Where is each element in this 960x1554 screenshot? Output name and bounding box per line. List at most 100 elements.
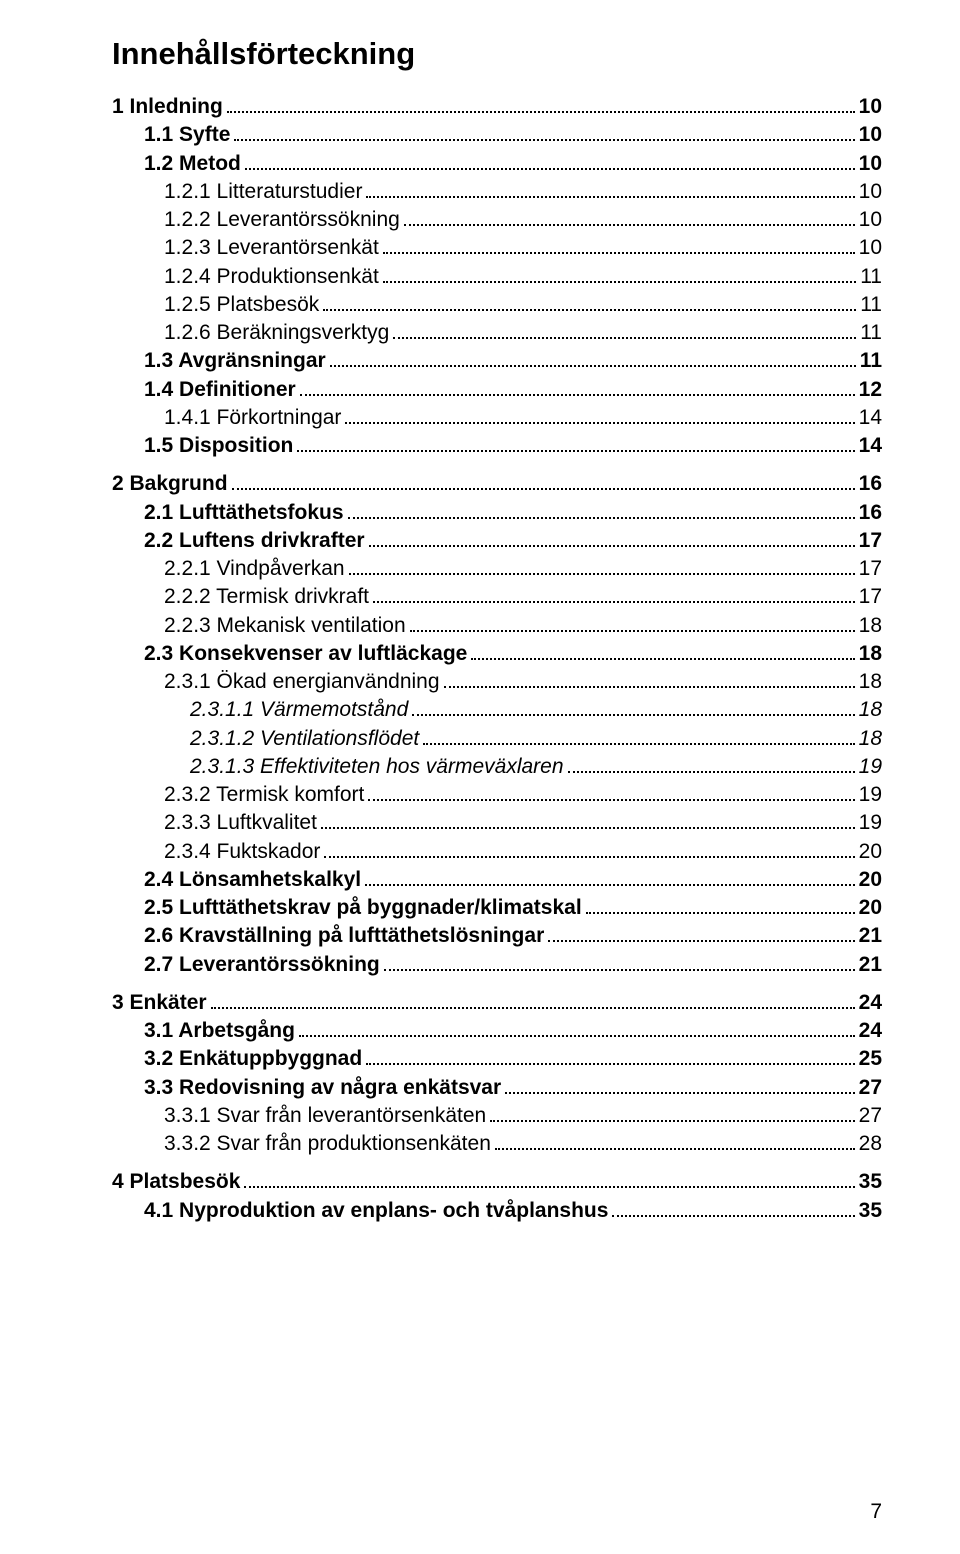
toc-leader-dots — [393, 321, 856, 339]
toc-entry-page: 18 — [859, 613, 882, 639]
toc-entry: 4 Platsbesök 35 — [112, 1169, 882, 1195]
toc-entry: 1.2.3 Leverantörsenkät10 — [112, 235, 882, 261]
toc-entry-page: 17 — [859, 528, 882, 554]
toc-entry-page: 10 — [859, 207, 882, 233]
toc-leader-dots — [366, 1048, 854, 1066]
toc-entry-label: 1.4 Definitioner — [144, 377, 296, 403]
toc-entry: 3.3.1 Svar från leverantörsenkäten 27 — [112, 1103, 882, 1129]
toc-entry-label: 3.3.1 Svar från leverantörsenkäten — [164, 1103, 486, 1129]
toc-leader-dots — [586, 896, 855, 914]
toc-leader-dots — [232, 473, 855, 491]
toc-entry: 3.3.2 Svar från produktionsenkäten 28 — [112, 1131, 882, 1157]
toc-entry-label: 3.3 Redovisning av några enkätsvar — [144, 1075, 501, 1101]
toc-entry-label: 2.7 Leverantörssökning — [144, 952, 380, 978]
toc-entry: 1.2.5 Platsbesök 11 — [112, 292, 882, 318]
toc-entry-page: 17 — [859, 584, 882, 610]
toc-leader-dots — [383, 265, 856, 283]
toc-entry-label: 1.3 Avgränsningar — [144, 348, 326, 374]
toc-entry-page: 11 — [860, 320, 882, 346]
toc-entry-page: 14 — [859, 433, 882, 459]
toc-entry-page: 18 — [859, 669, 882, 695]
toc-leader-dots — [444, 670, 855, 688]
toc-entry: 4.1 Nyproduktion av enplans- och tvåplan… — [112, 1198, 882, 1224]
toc-leader-dots — [345, 406, 854, 424]
toc-leader-dots — [412, 699, 854, 717]
toc-entry-page: 10 — [859, 151, 882, 177]
toc-leader-dots — [245, 152, 855, 170]
toc-entry-page: 10 — [859, 179, 882, 205]
toc-entry-label: 2.2 Luftens drivkrafter — [144, 528, 365, 554]
toc-entry-page: 12 — [859, 377, 882, 403]
toc-leader-dots — [548, 925, 854, 943]
toc-entry: 2.4 Lönsamhetskalkyl20 — [112, 867, 882, 893]
toc-leader-dots — [300, 378, 855, 396]
toc-entry: 2.3.1.2 Ventilationsflödet18 — [112, 726, 882, 752]
toc-entry-label: 1.5 Disposition — [144, 433, 293, 459]
toc-entry: 1.2.1 Litteraturstudier 10 — [112, 179, 882, 205]
toc-entry: 1.2.4 Produktionsenkät11 — [112, 264, 882, 290]
toc-entry-page: 16 — [859, 471, 882, 497]
toc-entry: 2.3.1 Ökad energianvändning 18 — [112, 669, 882, 695]
toc-leader-dots — [365, 868, 855, 886]
toc-entry: 1.4.1 Förkortningar14 — [112, 405, 882, 431]
toc-leader-dots — [297, 434, 854, 452]
toc-leader-dots — [211, 991, 855, 1009]
toc-entry: 3.3 Redovisning av några enkätsvar27 — [112, 1075, 882, 1101]
toc-entry-label: 2.2.3 Mekanisk ventilation — [164, 613, 406, 639]
toc-leader-dots — [612, 1199, 854, 1217]
toc-entry-page: 10 — [859, 235, 882, 261]
toc-leader-dots — [366, 180, 854, 198]
toc-entry-page: 35 — [859, 1169, 882, 1195]
toc-leader-dots — [330, 350, 856, 368]
toc-entry-label: 2.3.2 Termisk komfort — [164, 782, 364, 808]
toc-entry-page: 18 — [859, 726, 882, 752]
page-number: 7 — [870, 1500, 882, 1524]
toc-entry-label: 3.1 Arbetsgång — [144, 1018, 295, 1044]
toc-entry-page: 20 — [859, 839, 882, 865]
toc-entry-label: 2.6 Kravställning på lufttäthetslösninga… — [144, 923, 544, 949]
toc-leader-dots — [348, 501, 855, 519]
toc-entry-label: 2.3.4 Fuktskador — [164, 839, 320, 865]
toc-leader-dots — [369, 529, 855, 547]
toc-entry: 2.3 Konsekvenser av luftläckage18 — [112, 641, 882, 667]
toc-entry-label: 1 Inledning — [112, 94, 223, 120]
toc-entry-label: 2.2.1 Vindpåverkan — [164, 556, 345, 582]
toc-entry: 1.4 Definitioner 12 — [112, 377, 882, 403]
toc-entry-label: 4 Platsbesök — [112, 1169, 240, 1195]
toc-entry-page: 19 — [859, 782, 882, 808]
toc-leader-dots — [323, 293, 856, 311]
toc-entry-page: 10 — [859, 122, 882, 148]
toc-entry-label: 2 Bakgrund — [112, 471, 228, 497]
toc-entry: 2.2.2 Termisk drivkraft17 — [112, 584, 882, 610]
toc-entry-label: 2.1 Lufttäthetsfokus — [144, 500, 344, 526]
toc-entry-label: 1.2.1 Litteraturstudier — [164, 179, 362, 205]
toc-leader-dots — [505, 1076, 854, 1094]
toc-entry-page: 28 — [859, 1131, 882, 1157]
toc-entry: 1.2.2 Leverantörssökning10 — [112, 207, 882, 233]
toc-entry-label: 2.3.1 Ökad energianvändning — [164, 669, 440, 695]
toc-entry-label: 3.3.2 Svar från produktionsenkäten — [164, 1131, 491, 1157]
toc-entry-page: 35 — [859, 1198, 882, 1224]
toc-entry-label: 3.2 Enkätuppbyggnad — [144, 1046, 362, 1072]
toc-entry: 1.2 Metod 10 — [112, 151, 882, 177]
toc-entry: 1.5 Disposition 14 — [112, 433, 882, 459]
toc-entry-page: 21 — [859, 952, 882, 978]
toc-entry-page: 11 — [860, 292, 882, 318]
toc-entry-page: 18 — [859, 697, 882, 723]
toc-entry-label: 1.2.5 Platsbesök — [164, 292, 319, 318]
toc-entry-page: 16 — [859, 500, 882, 526]
toc-entry: 2 Bakgrund 16 — [112, 471, 882, 497]
toc-entry: 2.2.1 Vindpåverkan17 — [112, 556, 882, 582]
toc-entry-label: 1.2 Metod — [144, 151, 241, 177]
toc-leader-dots — [384, 953, 855, 971]
toc-entry-page: 27 — [859, 1103, 882, 1129]
toc-title: Innehållsförteckning — [112, 36, 882, 72]
toc-entry-label: 1.1 Syfte — [144, 122, 230, 148]
toc-entry-label: 1.2.4 Produktionsenkät — [164, 264, 379, 290]
toc-leader-dots — [383, 237, 855, 255]
toc-entry-label: 2.3.1.1 Värmemotstånd — [190, 697, 408, 723]
toc-leader-dots — [423, 727, 854, 745]
toc-entry: 2.3.2 Termisk komfort 19 — [112, 782, 882, 808]
toc-entry: 2.2.3 Mekanisk ventilation 18 — [112, 613, 882, 639]
document-page: Innehållsförteckning 1 Inledning 10 1.1 Sy… — [0, 0, 960, 1554]
